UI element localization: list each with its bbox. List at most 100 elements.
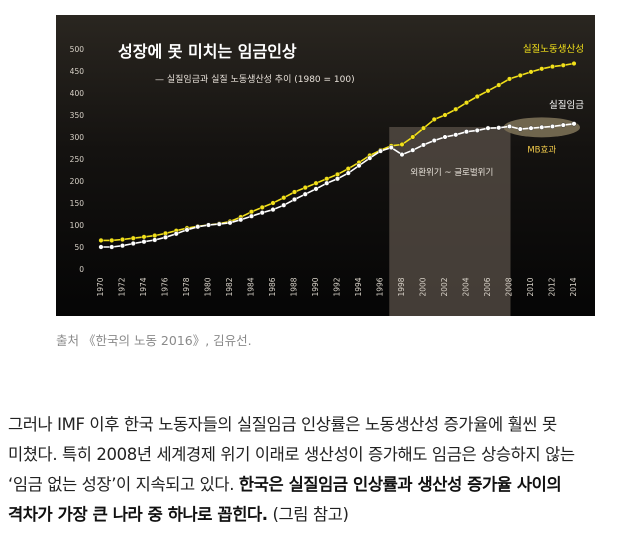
data-point	[259, 210, 265, 216]
data-point	[399, 152, 405, 158]
data-point	[98, 244, 104, 250]
x-tick-label: 1998	[397, 277, 406, 296]
y-tick-label: 200	[70, 177, 85, 186]
data-point	[281, 195, 287, 201]
data-point	[324, 180, 330, 186]
x-tick-label: 1984	[247, 277, 256, 296]
x-tick-label: 1970	[96, 277, 105, 296]
data-point	[324, 176, 330, 182]
mb-effect-label: MB효과	[527, 145, 556, 155]
article-line: ‘임금 없는 성장’이 지속되고 있다. 한국은 실질임금 인상률과 생산성 증…	[8, 470, 634, 500]
data-point	[571, 61, 577, 67]
data-point	[421, 142, 427, 148]
data-point	[550, 64, 556, 70]
data-point	[302, 191, 308, 197]
x-tick-label: 1978	[182, 277, 191, 296]
data-point	[205, 222, 211, 228]
data-point	[98, 237, 104, 243]
data-point	[291, 189, 297, 195]
data-point	[399, 141, 405, 147]
x-tick-label: 1982	[225, 277, 234, 296]
data-point	[141, 234, 147, 240]
data-point	[485, 125, 491, 131]
x-tick-label: 1974	[139, 277, 148, 296]
data-point	[485, 88, 491, 94]
data-point	[345, 166, 351, 172]
x-tick-label: 2010	[526, 277, 535, 296]
data-point	[388, 145, 394, 151]
data-point	[431, 116, 437, 122]
chart-figure: 0 50 100 150 200 250 300 350 400 450 500 1970 1972 1…	[56, 15, 595, 316]
x-tick-label: 2014	[569, 277, 578, 296]
data-point	[173, 231, 179, 237]
data-point	[517, 126, 523, 132]
series-label-wage: 실질임금	[549, 99, 584, 111]
article-emphasis: 한국은 실질임금 인상률과 생산성 증가율 사이의	[238, 475, 562, 494]
data-point	[302, 185, 308, 191]
data-point	[119, 237, 125, 243]
x-tick-label: 1996	[376, 277, 385, 296]
y-tick-label: 500	[70, 45, 85, 54]
y-tick-label: 250	[70, 155, 85, 164]
data-point	[528, 69, 534, 75]
data-point	[259, 204, 265, 210]
x-tick-label: 2006	[483, 277, 492, 296]
data-point	[335, 171, 341, 177]
data-point	[270, 207, 276, 213]
x-tick-label: 1988	[290, 277, 299, 296]
data-point	[539, 124, 545, 130]
data-point	[431, 138, 437, 144]
x-tick-label: 2000	[419, 277, 428, 296]
article-line: 격차가 가장 큰 나라 중 하나로 꼽힌다. (그림 참고)	[8, 500, 634, 530]
article-line: 그러나 IMF 이후 한국 노동자들의 실질임금 인상률은 노동생산성 증가율에…	[8, 415, 557, 434]
data-point	[528, 125, 534, 131]
data-point	[216, 221, 222, 227]
x-tick-label: 1976	[161, 277, 170, 296]
data-point	[539, 66, 545, 72]
data-point	[130, 240, 136, 246]
data-point	[571, 121, 577, 127]
data-point	[507, 76, 513, 82]
data-point	[517, 72, 523, 78]
data-point	[152, 237, 158, 243]
data-point	[335, 176, 341, 182]
x-tick-label: 1980	[204, 277, 213, 296]
data-point	[109, 237, 115, 243]
data-point	[227, 220, 233, 226]
figure-caption: 출처 《한국의 노동 2016》, 김유선.	[56, 333, 252, 348]
y-tick-label: 450	[70, 67, 85, 76]
data-point	[313, 180, 319, 186]
x-tick-label: 2004	[462, 277, 471, 296]
article-emphasis: 격차가 가장 큰 나라 중 하나로 꼽힌다.	[8, 505, 268, 524]
data-point	[550, 123, 556, 129]
x-tick-label: 1994	[354, 277, 363, 296]
x-tick-label: 2002	[440, 277, 449, 296]
data-point	[421, 125, 427, 131]
x-tick-label: 1972	[118, 277, 127, 296]
x-tick-label: 1986	[268, 277, 277, 296]
x-tick-label: 2008	[505, 277, 514, 296]
data-point	[184, 227, 190, 233]
x-tick-label: 1992	[333, 277, 342, 296]
chart-subtitle: — 실질임금과 실질 노동생산성 추이 (1980 = 100)	[155, 73, 355, 85]
data-point	[291, 196, 297, 202]
data-point	[453, 106, 459, 112]
y-tick-label: 400	[70, 89, 85, 98]
data-point	[496, 125, 502, 131]
y-tick-label: 50	[74, 243, 84, 252]
data-point	[248, 209, 254, 215]
data-point	[507, 123, 513, 129]
data-point	[474, 127, 480, 133]
data-point	[442, 112, 448, 118]
data-point	[442, 134, 448, 140]
chart-title: 성장에 못 미치는 임금인상	[118, 42, 297, 61]
chart-plot: 0 50 100 150 200 250 300 350 400 450 500 1970 1972 1…	[56, 15, 595, 316]
crisis-shaded-region	[389, 127, 511, 316]
data-point	[130, 235, 136, 241]
data-point	[560, 122, 566, 128]
data-point	[238, 217, 244, 223]
article-text: ‘임금 없는 성장’이 지속되고 있다.	[8, 475, 239, 494]
data-point	[356, 163, 362, 169]
y-tick-label: 300	[70, 133, 85, 142]
data-point	[313, 186, 319, 192]
